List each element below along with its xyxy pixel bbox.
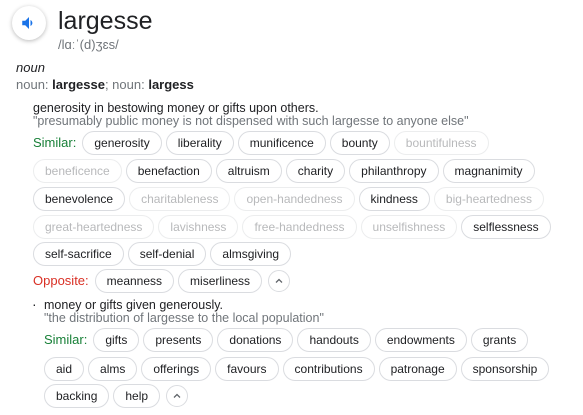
- synonym-chip[interactable]: philanthropy: [349, 159, 439, 183]
- sense2-example: "the distribution of largesse to the loc…: [44, 311, 324, 325]
- synonym-chip[interactable]: free-handedness: [242, 215, 357, 239]
- sense1-similar-row4: great-heartedness lavishness free-handed…: [33, 215, 555, 239]
- sense2-similar-row3: backing help: [44, 384, 189, 408]
- sense1-example: "presumably public money is not dispense…: [33, 114, 469, 128]
- forms-prefix: noun:: [16, 77, 49, 92]
- synonym-chip[interactable]: self-denial: [127, 242, 207, 266]
- word-forms: noun: largesse; noun: largess: [16, 77, 194, 92]
- synonym-chip[interactable]: charitableness: [129, 187, 231, 211]
- synonym-chip[interactable]: endowments: [374, 328, 467, 352]
- chevron-up-icon: [173, 393, 181, 398]
- sense2-definition: money or gifts given generously.: [44, 298, 224, 312]
- synonym-chip[interactable]: generosity: [82, 131, 162, 155]
- synonym-chip[interactable]: altruism: [215, 159, 282, 183]
- sense1-similar-row2: beneficence benefaction altruism charity…: [33, 159, 539, 183]
- synonym-chip[interactable]: aid: [44, 357, 85, 381]
- synonym-chip[interactable]: benevolence: [33, 187, 126, 211]
- antonym-chip[interactable]: meanness: [94, 269, 175, 293]
- synonym-chip[interactable]: contributions: [282, 357, 375, 381]
- synonym-chip[interactable]: liberality: [165, 131, 234, 155]
- synonym-chip[interactable]: self-sacrifice: [33, 242, 124, 266]
- sense1-similar-row3: benevolence charitableness open-handedne…: [33, 187, 548, 211]
- synonym-chip[interactable]: grants: [470, 328, 529, 352]
- synonym-chip[interactable]: donations: [217, 328, 294, 352]
- synonym-chip[interactable]: handouts: [297, 328, 371, 352]
- synonym-chip[interactable]: beneficence: [33, 159, 122, 183]
- sense1-definition: generosity in bestowing money or gifts u…: [33, 101, 319, 115]
- synonym-chip[interactable]: bounty: [329, 131, 390, 155]
- antonym-chip[interactable]: miserliness: [178, 269, 263, 293]
- synonym-chip[interactable]: magnanimity: [442, 159, 535, 183]
- chevron-up-icon: [275, 278, 283, 283]
- synonym-chip[interactable]: open-handedness: [234, 187, 355, 211]
- part-of-speech: noun: [16, 60, 45, 75]
- pronunciation: /lɑːˈ(d)ʒɛs/: [58, 37, 119, 52]
- opposite-label: Opposite:: [33, 273, 89, 288]
- synonym-chip[interactable]: gifts: [93, 328, 140, 352]
- synonym-chip[interactable]: almsgiving: [210, 242, 292, 266]
- sense1-opposite-row: Opposite: meanness miserliness: [33, 269, 291, 293]
- sense2-similar-row1: Similar: gifts presents donations handou…: [44, 328, 532, 352]
- collapse-synonyms-button[interactable]: [166, 385, 189, 407]
- synonym-chip[interactable]: patronage: [378, 357, 457, 381]
- headword: largesse: [58, 7, 153, 35]
- sense2-bullet: ·: [32, 296, 37, 312]
- forms-separator: ; noun:: [104, 77, 145, 92]
- synonym-chip[interactable]: alms: [88, 357, 138, 381]
- synonym-chip[interactable]: selflessness: [461, 215, 551, 239]
- synonym-chip[interactable]: unselfishness: [360, 215, 458, 239]
- form-largesse: largesse: [52, 77, 105, 92]
- synonym-chip[interactable]: presents: [143, 328, 214, 352]
- speaker-icon: [22, 17, 33, 29]
- synonym-chip[interactable]: favours: [215, 357, 279, 381]
- sense2-similar-row2: aid alms offerings favours contributions…: [44, 357, 553, 381]
- synonym-chip[interactable]: backing: [44, 384, 110, 408]
- form-largess: largess: [148, 77, 194, 92]
- synonym-chip[interactable]: charity: [285, 159, 346, 183]
- similar-label: Similar:: [44, 332, 88, 347]
- sense1-similar-row5: self-sacrifice self-denial almsgiving: [33, 242, 295, 266]
- synonym-chip[interactable]: benefaction: [125, 159, 212, 183]
- similar-label: Similar:: [33, 135, 77, 150]
- synonym-chip[interactable]: offerings: [141, 357, 212, 381]
- pronounce-button[interactable]: [12, 6, 46, 40]
- synonym-chip[interactable]: big-heartedness: [433, 187, 544, 211]
- sense1-similar-row1: Similar: generosity liberality munificen…: [33, 131, 493, 155]
- synonym-chip[interactable]: great-heartedness: [33, 215, 155, 239]
- synonym-chip[interactable]: bountifulness: [393, 131, 489, 155]
- synonym-chip[interactable]: help: [113, 384, 161, 408]
- collapse-synonyms-button[interactable]: [268, 270, 291, 292]
- synonym-chip[interactable]: munificence: [237, 131, 326, 155]
- synonym-chip[interactable]: sponsorship: [460, 357, 550, 381]
- synonym-chip[interactable]: lavishness: [158, 215, 239, 239]
- synonym-chip[interactable]: kindness: [358, 187, 430, 211]
